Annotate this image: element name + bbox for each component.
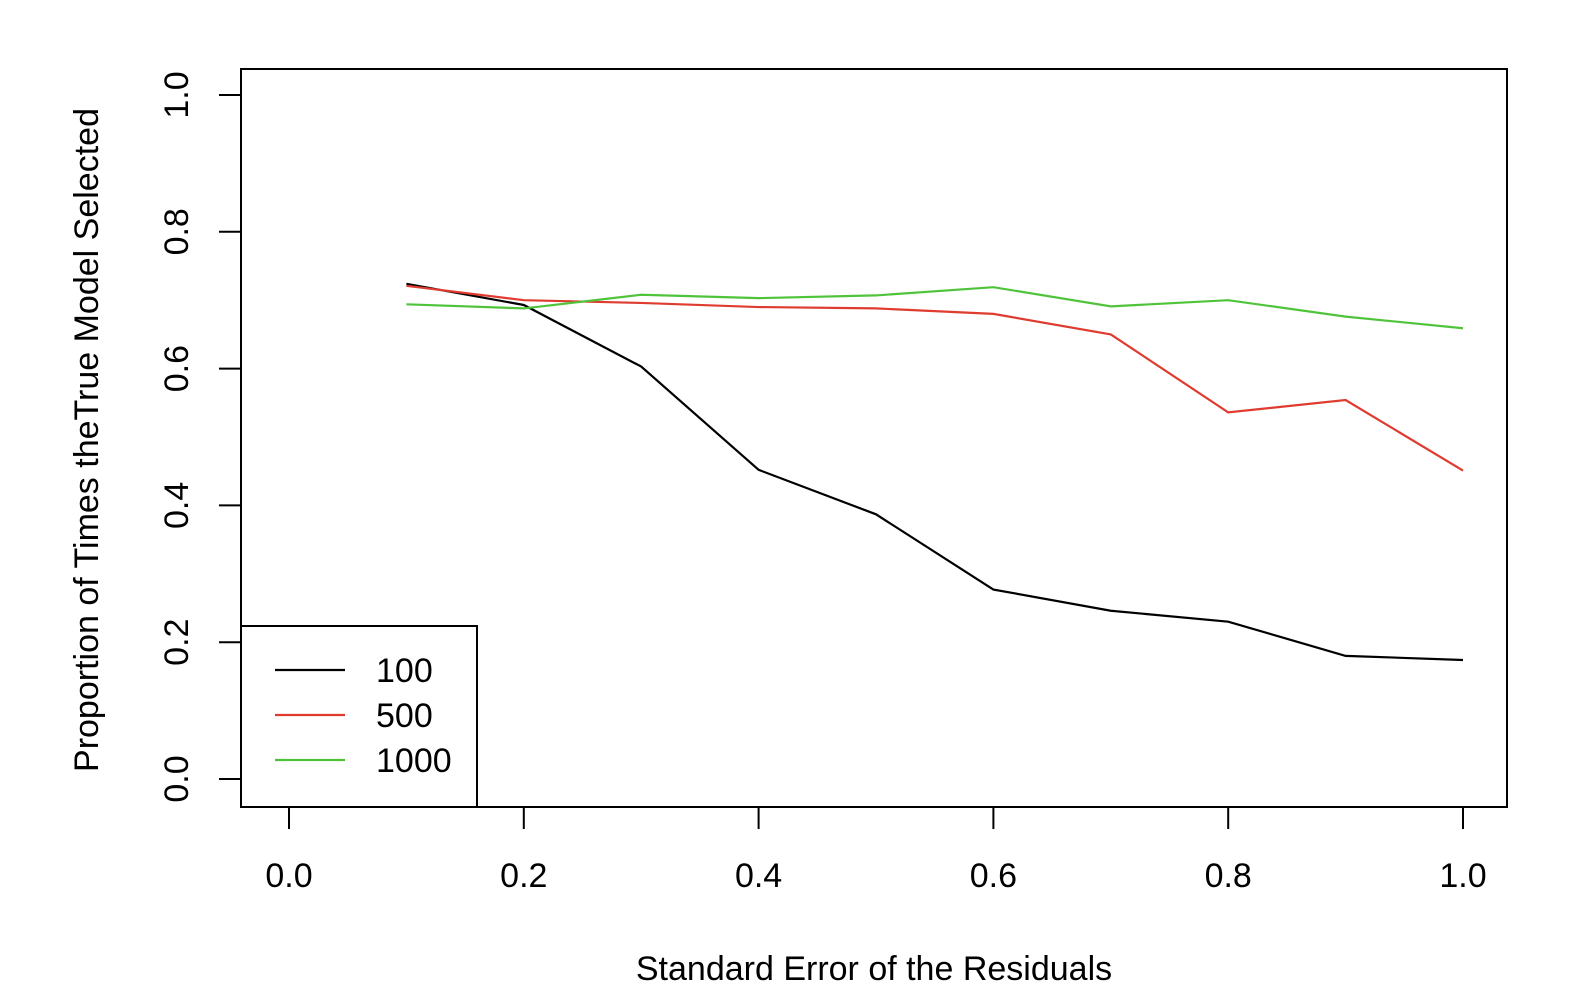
legend-label-1000: 1000 <box>376 742 452 780</box>
series-line-1000 <box>406 286 1464 330</box>
x-tick-label: 0.2 <box>500 857 547 895</box>
y-tick-label: 0.8 <box>158 208 196 255</box>
y-axis: 0.0 0.2 0.4 0.6 0.8 1.0 <box>158 71 242 803</box>
series-line-100 <box>406 282 1464 662</box>
y-axis-label: Proportion of Times theTrue Model Select… <box>68 108 106 772</box>
legend-box <box>240 625 478 808</box>
y-tick-label: 0.0 <box>158 755 196 802</box>
series-layer <box>406 282 1464 662</box>
x-axis: 0.0 0.2 0.4 0.6 0.8 1.0 <box>265 806 1487 895</box>
series-line-500 <box>406 284 1464 472</box>
legend: 100 500 1000 <box>240 625 478 808</box>
y-tick-label: 0.2 <box>158 619 196 666</box>
legend-label-100: 100 <box>376 652 433 690</box>
x-tick-label: 0.6 <box>970 857 1017 895</box>
x-axis-label: Standard Error of the Residuals <box>636 950 1112 988</box>
legend-label-500: 500 <box>376 697 433 735</box>
y-tick-label: 1.0 <box>158 71 196 118</box>
y-tick-label: 0.6 <box>158 345 196 392</box>
y-tick-label: 0.4 <box>158 482 196 529</box>
x-tick-label: 1.0 <box>1439 857 1486 895</box>
x-tick-label: 0.8 <box>1205 857 1252 895</box>
x-tick-label: 0.0 <box>265 857 312 895</box>
x-tick-label: 0.4 <box>735 857 782 895</box>
